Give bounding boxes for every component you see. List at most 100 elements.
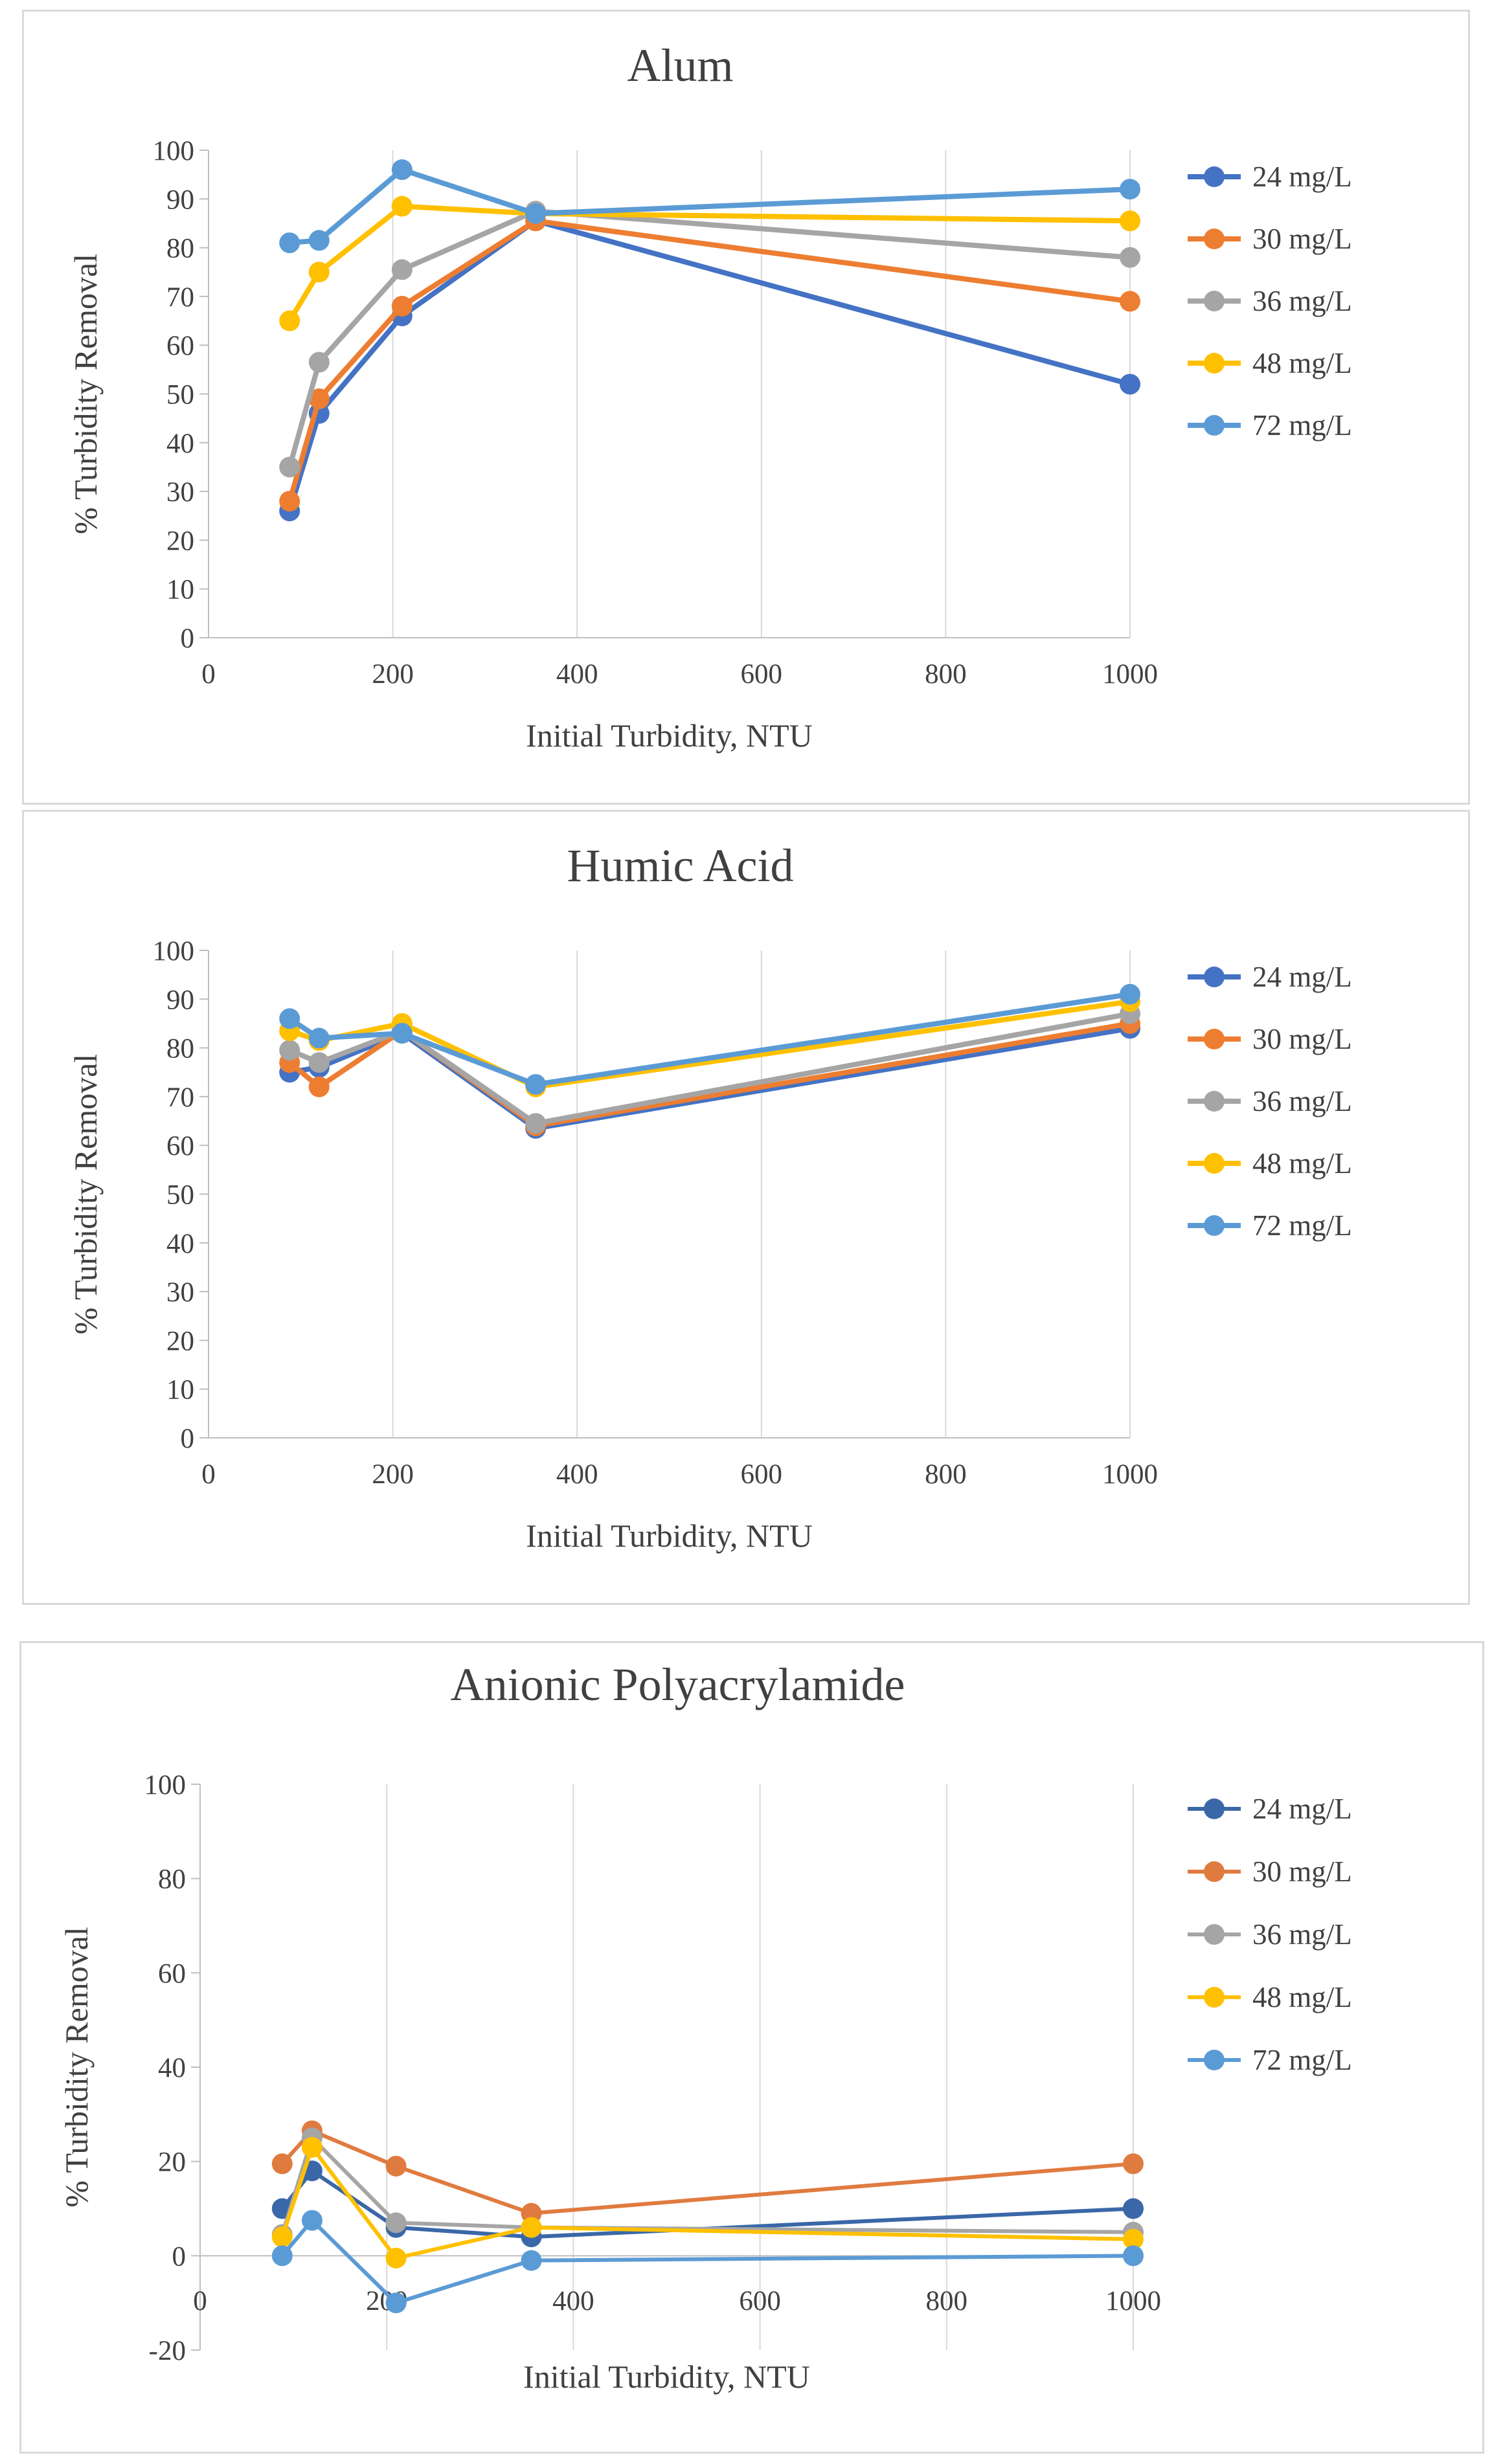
y-tick-label: -20: [149, 2336, 186, 2366]
data-point: [525, 203, 547, 224]
anionic-polyacrylamide-chart: -2002040608010002004006008001000Anionic …: [58, 1659, 1352, 2395]
legend-item: 30 mg/L: [1188, 223, 1352, 255]
y-axis-label: % Turbidity Removal: [67, 254, 104, 534]
legend-item: 24 mg/L: [1188, 961, 1352, 993]
series-4: [279, 983, 1140, 1095]
series-line: [287, 208, 1131, 468]
data-point: [279, 491, 300, 512]
data-point: [279, 310, 300, 331]
data-point: [279, 232, 300, 254]
legend: 24 mg/L 30 mg/L 36 mg/L 48 mg/L 72 mg/L: [1188, 961, 1352, 1242]
gridlines: [199, 1784, 1134, 2350]
x-tick-label: 400: [556, 1459, 598, 1490]
legend-swatch-marker: [1204, 2050, 1225, 2070]
legend-label: 36 mg/L: [1252, 1085, 1352, 1117]
legend-swatch-marker: [1204, 291, 1225, 311]
data-point: [385, 2247, 407, 2268]
anionic-polyacrylamide-chart-panel: -2002040608010002004006008001000Anionic …: [19, 1641, 1484, 2454]
legend-swatch-marker: [1204, 166, 1225, 187]
legend-swatch-marker: [1204, 1861, 1225, 1882]
y-axis-label: % Turbidity Removal: [67, 1054, 104, 1334]
y-tick-label: 10: [166, 1375, 194, 1406]
data-point: [1123, 2198, 1144, 2219]
series-line: [280, 2145, 1134, 2260]
data-point: [308, 352, 330, 373]
y-tick-label: 100: [144, 1770, 186, 1800]
data-point: [525, 1113, 547, 1134]
data-point: [1123, 2245, 1144, 2267]
y-tick-label: 10: [166, 575, 194, 605]
legend-item: 72 mg/L: [1188, 409, 1352, 442]
y-tick-label: 90: [166, 985, 194, 1015]
humic-acid-chart-panel: 0 10 20 30 40 50 60 70 80 90 100 0 200 400 600 800 1000 H…: [22, 810, 1470, 1605]
data-point: [521, 2217, 542, 2238]
data-point: [271, 2245, 293, 2267]
y-tick-label: 80: [166, 234, 194, 264]
data-point: [279, 1040, 300, 1061]
data-point: [271, 2226, 293, 2248]
legend: 24 mg/L 30 mg/L 36 mg/L 48 mg/L 72 mg/L: [1188, 161, 1352, 442]
x-tick-label: 400: [556, 659, 598, 689]
legend-swatch-marker: [1204, 1987, 1225, 2008]
y-tick-label: 20: [166, 526, 194, 556]
y-tick-label: 100: [153, 136, 195, 166]
data-point: [1120, 374, 1140, 395]
legend-swatch-marker: [1204, 229, 1225, 249]
legend-label: 30 mg/L: [1252, 1023, 1352, 1055]
legend-label: 36 mg/L: [1252, 285, 1352, 317]
data-point: [271, 2153, 293, 2175]
legend-swatch-marker: [1204, 1029, 1225, 1049]
y-tick-label: 50: [166, 1180, 194, 1211]
data-point: [279, 456, 300, 478]
series-3: [271, 2136, 1144, 2268]
data-point: [308, 388, 330, 410]
data-point: [301, 2136, 322, 2158]
data-point: [385, 2212, 407, 2234]
data-point: [391, 295, 413, 317]
series-1: [271, 2120, 1144, 2224]
data-point: [385, 2155, 407, 2177]
legend-item: 30 mg/L: [1188, 1855, 1352, 1888]
data-point: [1120, 210, 1140, 232]
legend-item: 36 mg/L: [1188, 1085, 1352, 1117]
x-tick-label: 600: [741, 659, 783, 689]
y-tick-label: 40: [166, 429, 194, 459]
data-point: [1123, 2153, 1144, 2175]
data-point: [391, 196, 413, 217]
legend-label: 72 mg/L: [1252, 1209, 1352, 1242]
x-tick-label: 600: [741, 1459, 783, 1490]
legend-swatch-marker: [1204, 415, 1225, 436]
y-tick-label: 0: [181, 1424, 195, 1454]
x-tick-label: 800: [926, 2286, 968, 2316]
legend-label: 48 mg/L: [1252, 347, 1352, 379]
y-tick-label: 20: [166, 1326, 194, 1356]
data-point: [279, 1008, 300, 1029]
chart-title: Anionic Polyacrylamide: [451, 1659, 905, 1710]
x-tick-label: 1000: [1102, 659, 1158, 689]
data-point: [525, 1074, 547, 1095]
x-tick-label: 600: [739, 2286, 781, 2316]
data-point: [308, 1076, 330, 1097]
legend-item: 72 mg/L: [1188, 1209, 1352, 1242]
legend-item: 48 mg/L: [1188, 1147, 1352, 1180]
legend-item: 48 mg/L: [1188, 347, 1352, 379]
y-tick-label: 40: [166, 1229, 194, 1259]
data-point: [308, 1027, 330, 1049]
y-tick-label: 80: [166, 1034, 194, 1064]
legend-swatch-marker: [1204, 967, 1225, 987]
y-tick-label: 90: [166, 185, 194, 215]
legend-swatch-marker: [1204, 1798, 1225, 1819]
y-axis-label: % Turbidity Removal: [58, 1927, 95, 2207]
x-tick-label: 400: [552, 2286, 594, 2316]
x-tick-label: 1000: [1102, 1459, 1158, 1490]
data-point: [1120, 291, 1140, 312]
legend: 24 mg/L 30 mg/L 36 mg/L 48 mg/L 72 mg/L: [1188, 1793, 1352, 2076]
legend-label: 30 mg/L: [1252, 1855, 1352, 1888]
legend-label: 48 mg/L: [1252, 1981, 1352, 2013]
x-tick-label: 0: [193, 2286, 207, 2316]
y-tick-label: 80: [158, 1865, 186, 1895]
x-tick-label: 800: [925, 659, 967, 689]
data-point: [1123, 2228, 1144, 2250]
